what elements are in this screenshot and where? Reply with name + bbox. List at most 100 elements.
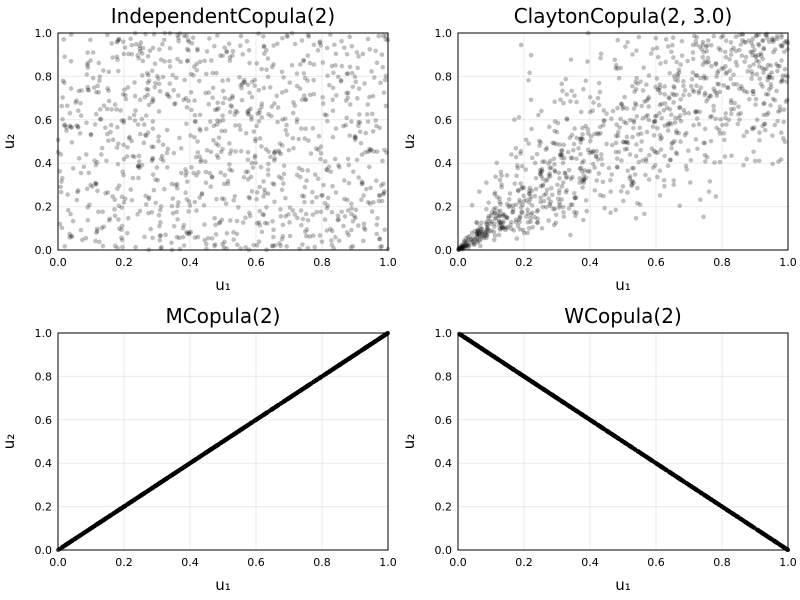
scatter-point [677, 113, 683, 118]
scatter-point [604, 141, 609, 147]
scatter-point [597, 89, 603, 95]
scatter-point [559, 184, 565, 189]
scatter-point [254, 221, 260, 226]
scatter-point [655, 174, 660, 180]
scatter-point [365, 119, 371, 124]
scatter-point [152, 61, 158, 67]
scatter-point [523, 167, 529, 172]
scatter-point [367, 148, 373, 153]
scatter-point [88, 58, 93, 63]
scatter-point [566, 167, 572, 173]
scatter-point [682, 132, 688, 138]
scatter-point [714, 74, 719, 79]
scatter-point [723, 63, 728, 69]
scatter-point [299, 126, 304, 131]
scatter-point [754, 71, 760, 77]
scatter-point [203, 71, 209, 77]
scatter-point [488, 221, 493, 227]
scatter-point [174, 209, 180, 215]
scatter-point [116, 183, 122, 188]
scatter-point [302, 136, 308, 141]
scatter-point [515, 223, 521, 229]
scatter-point [86, 170, 92, 176]
scatter-point [705, 55, 711, 61]
scatter-point [640, 116, 646, 121]
scatter-point [173, 101, 178, 106]
scatter-point [701, 49, 707, 55]
scatter-point [701, 140, 707, 146]
scatter-point [184, 229, 189, 235]
scatter-point [723, 115, 728, 121]
scatter-point [763, 32, 768, 37]
scatter-point [571, 191, 577, 196]
scatter-point [674, 59, 679, 65]
scatter-point [298, 62, 303, 67]
scatter-point [579, 168, 585, 174]
scatter-point [751, 62, 756, 67]
scatter-point [88, 132, 94, 137]
scatter-point [469, 237, 475, 242]
scatter-point [194, 173, 199, 178]
scatter-point [215, 118, 220, 123]
scatter-point [261, 212, 267, 218]
scatter-point [333, 190, 339, 195]
scatter-point [322, 217, 328, 222]
scatter-point [104, 158, 109, 164]
scatter-point [544, 187, 550, 193]
scatter-point [752, 158, 758, 164]
scatter-point [146, 210, 151, 216]
scatter-point [169, 203, 175, 209]
scatter-point [381, 90, 387, 95]
scatter-point [254, 123, 259, 129]
scatter-point [779, 44, 785, 49]
scatter-point [499, 182, 504, 187]
scatter-point [247, 210, 252, 216]
scatter-point [457, 246, 463, 251]
scatter-point [242, 80, 248, 85]
scatter-point [549, 185, 554, 191]
scatter-point [69, 538, 75, 543]
scatter-point [336, 163, 341, 168]
scatter-point [126, 51, 131, 57]
scatter-point [170, 196, 176, 201]
scatter-point [83, 152, 89, 157]
scatter-point [167, 81, 173, 86]
scatter-point [550, 393, 555, 398]
scatter-point [247, 90, 252, 95]
scatter-point [703, 159, 708, 164]
scatter-point [324, 112, 329, 118]
scatter-point [229, 168, 235, 173]
scatter-point [216, 135, 222, 140]
scatter-point [246, 194, 252, 200]
scatter-point [224, 246, 229, 251]
scatter-point [110, 194, 115, 199]
x-tick-label: 0.8 [713, 556, 731, 569]
scatter-point [598, 55, 603, 61]
scatter-point [198, 128, 203, 133]
scatter-point [275, 119, 280, 125]
scatter-point [601, 108, 607, 113]
scatter-point [240, 52, 246, 57]
scatter-point [361, 238, 366, 244]
scatter-point [365, 36, 371, 42]
scatter-point [622, 147, 628, 152]
x-axis-label: u₁ [615, 576, 631, 594]
scatter-point [266, 112, 271, 117]
scatter-point [227, 96, 232, 102]
scatter-point [506, 204, 512, 210]
scatter-point [157, 233, 163, 239]
scatter-point [207, 36, 212, 41]
scatter-point [254, 196, 259, 202]
x-tick-label: 0.6 [647, 256, 665, 269]
scatter-point [212, 216, 217, 221]
scatter-point [484, 224, 490, 230]
scatter-point [765, 77, 771, 83]
plot-frame [57, 332, 389, 551]
scatter-point [324, 167, 329, 172]
scatter-point [227, 151, 233, 156]
scatter-point [652, 113, 658, 119]
scatter-point [88, 182, 93, 188]
scatter-point [239, 85, 244, 91]
scatter-point [554, 141, 559, 147]
scatter-point [286, 147, 292, 153]
